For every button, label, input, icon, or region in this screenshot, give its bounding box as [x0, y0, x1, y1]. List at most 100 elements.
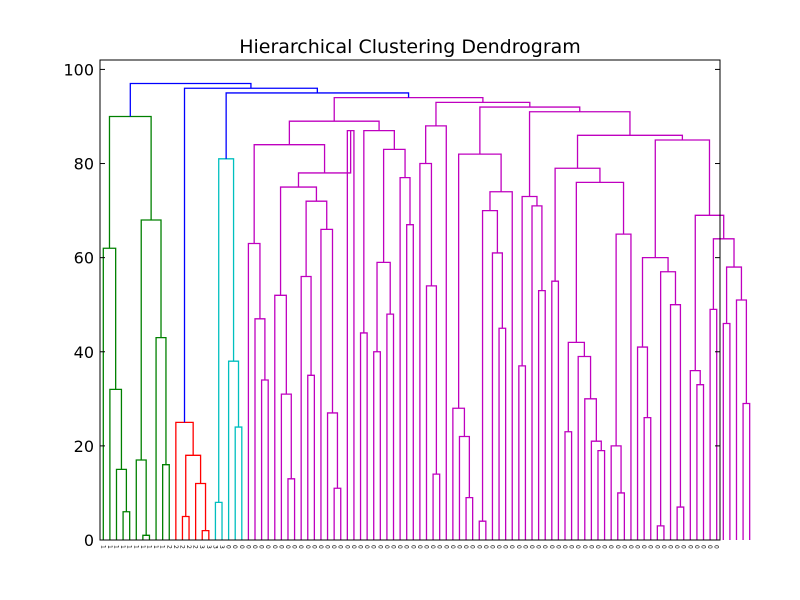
dendrogram-link — [406, 224, 414, 540]
leaf-label: 0 — [627, 545, 634, 549]
leaf-label: 1 — [99, 545, 106, 549]
leaf-label: 0 — [225, 545, 232, 549]
leaf-label: 0 — [548, 545, 555, 549]
leaf-label: 0 — [357, 545, 364, 549]
dendrogram-link — [564, 431, 573, 540]
dendrogram-link — [577, 355, 592, 540]
dendrogram-link — [575, 181, 625, 343]
leaf-label: 0 — [713, 545, 720, 549]
y-tick-label: 60 — [74, 249, 94, 268]
chart-title: Hierarchical Clustering Dendrogram — [239, 36, 581, 58]
leaf-label: 0 — [469, 545, 476, 549]
leaf-label: 0 — [482, 545, 489, 549]
dendrogram-link — [346, 129, 355, 540]
dendrogram-link — [712, 238, 735, 310]
dendrogram-link — [320, 228, 334, 540]
leaf-label: 1 — [106, 545, 113, 549]
leaf-label: 0 — [429, 545, 436, 549]
leaf-label: 0 — [436, 545, 443, 549]
leaf-label: 0 — [521, 545, 528, 549]
leaf-label: 0 — [390, 545, 397, 549]
leaf-label: 3 — [198, 545, 205, 549]
leaf-label: 0 — [376, 545, 383, 549]
leaf-label: 0 — [686, 545, 693, 549]
leaf-label: 0 — [284, 545, 291, 549]
dendrogram-link — [129, 82, 252, 117]
leaf-label: 0 — [607, 545, 614, 549]
leaf-label: 0 — [706, 545, 713, 549]
y-tick-label: 40 — [74, 343, 94, 362]
dendrogram-link — [584, 398, 597, 540]
leaf-label: 0 — [244, 545, 251, 549]
leaf-label: 2 — [172, 545, 179, 549]
leaf-label: 0 — [383, 545, 390, 549]
leaf-label: 0 — [568, 545, 575, 549]
dendrogram-link — [457, 153, 502, 409]
leaf-label: 0 — [541, 545, 548, 549]
leaf-label: 3 — [218, 545, 225, 549]
leaf-label: 0 — [396, 545, 403, 549]
leaf-label: 0 — [343, 545, 350, 549]
dendrogram-link — [122, 511, 131, 540]
leaf-label: 3 — [211, 545, 218, 549]
leaf-label: 0 — [693, 545, 700, 549]
leaf-label: 0 — [363, 545, 370, 549]
leaf-label: 0 — [574, 545, 581, 549]
dendrogram-link — [709, 308, 718, 540]
leaf-label: 0 — [587, 545, 594, 549]
leaf-label: 0 — [594, 545, 601, 549]
y-tick-label: 100 — [63, 60, 94, 79]
leaf-label: 0 — [442, 545, 449, 549]
dendrogram-link — [218, 158, 235, 503]
leaf-label: 0 — [449, 545, 456, 549]
leaf-label: 0 — [554, 545, 561, 549]
leaf-label: 0 — [502, 545, 509, 549]
dendrogram-link — [696, 384, 705, 540]
dendrogram-link — [115, 468, 128, 540]
dendrogram-link — [279, 186, 318, 296]
dendrogram-link — [162, 464, 170, 540]
leaf-label: 0 — [297, 545, 304, 549]
leaf-label: 0 — [291, 545, 298, 549]
dendrogram-link — [181, 515, 190, 540]
leaf-label: 0 — [653, 545, 660, 549]
y-tick-label: 0 — [84, 531, 94, 550]
leaf-label: 0 — [680, 545, 687, 549]
dendrogram-link — [253, 144, 326, 244]
leaf-label: 0 — [515, 545, 522, 549]
dendrogram-link — [287, 478, 296, 540]
dendrogram-link — [676, 506, 685, 540]
leaf-label: 0 — [700, 545, 707, 549]
leaf-label: 0 — [238, 545, 245, 549]
leaf-label: 0 — [277, 545, 284, 549]
leaf-label: 0 — [614, 545, 621, 549]
leaf-label: 0 — [660, 545, 667, 549]
leaf-label: 0 — [647, 545, 654, 549]
leaf-label: 0 — [462, 545, 469, 549]
dendrogram-link — [435, 101, 531, 126]
leaf-label: 0 — [310, 545, 317, 549]
leaf-label: 0 — [258, 545, 265, 549]
leaf-label: 3 — [205, 545, 212, 549]
leaf-label: 0 — [409, 545, 416, 549]
leaf-label: 1 — [132, 545, 139, 549]
leaf-label: 0 — [324, 545, 331, 549]
leaf-label: 0 — [495, 545, 502, 549]
dendrogram-link — [280, 393, 292, 540]
leaf-label: 0 — [350, 545, 357, 549]
y-tick-label: 80 — [74, 155, 94, 174]
leaf-label: 0 — [264, 545, 271, 549]
leaf-label: 0 — [317, 545, 324, 549]
leaf-label: 1 — [112, 545, 119, 549]
leaf-label: 1 — [126, 545, 133, 549]
leaf-label: 0 — [667, 545, 674, 549]
leaf-label: 0 — [370, 545, 377, 549]
leaf-label: 0 — [403, 545, 410, 549]
leaf-label: 1 — [119, 545, 126, 549]
leaf-label: 0 — [251, 545, 258, 549]
dendrogram-link — [234, 426, 243, 540]
dendrogram-link — [669, 304, 682, 540]
dendrogram-link — [183, 87, 319, 423]
dendrogram-link — [376, 261, 391, 352]
